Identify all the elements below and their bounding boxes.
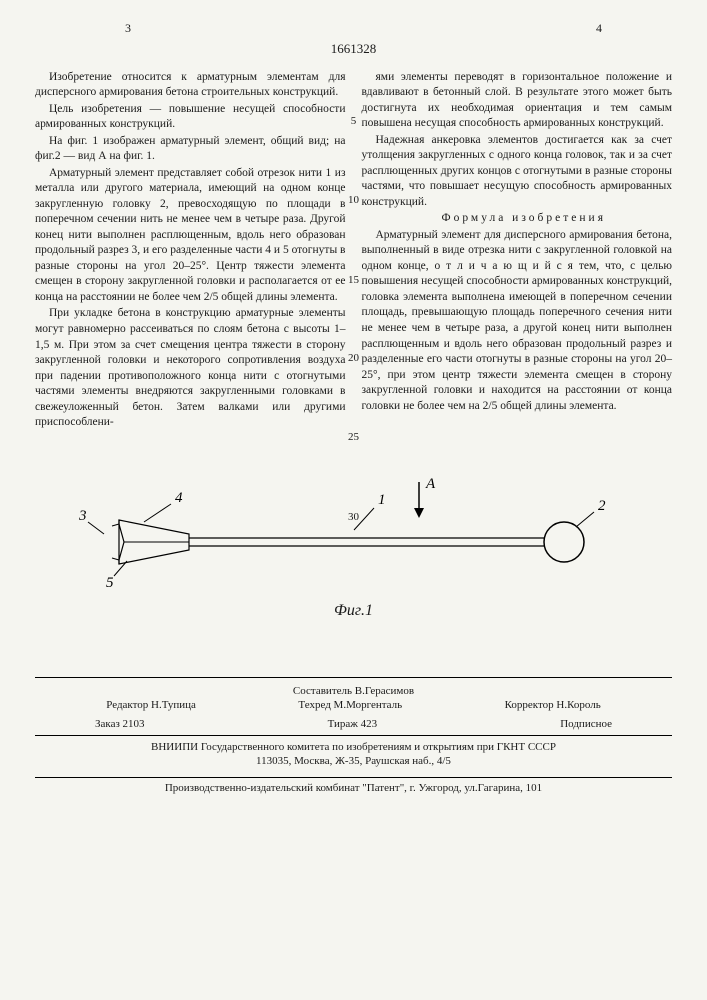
paragraph: Изобретение относится к арматурным элеме… <box>35 70 346 101</box>
line-number: 25 <box>348 430 359 445</box>
fig-label-5: 5 <box>106 575 114 591</box>
page-num-right: 4 <box>596 20 602 36</box>
order-number: Заказ 2103 <box>95 717 145 732</box>
circulation: Тираж 423 <box>328 717 378 732</box>
figure-1: 4 3 5 1 2 А Фиг.1 <box>35 472 672 662</box>
paragraph: При укладке бетона в конструкцию арматур… <box>35 306 346 430</box>
formula-title: Формула изобретения <box>362 211 673 227</box>
printer-line: Производственно-издательский комбинат "П… <box>35 777 672 796</box>
line-number: 15 <box>348 273 359 288</box>
subscription: Подписное <box>560 717 612 732</box>
line-number: 20 <box>348 351 359 366</box>
editor: Редактор Н.Тупица <box>106 698 196 713</box>
figure-svg: 4 3 5 1 2 А <box>74 472 634 592</box>
page-header-numbers: 3 4 <box>35 20 672 36</box>
paragraph: На фиг. 1 изображен арматурный элемент, … <box>35 134 346 165</box>
patent-number: 1661328 <box>35 40 672 58</box>
fig-label-2: 2 <box>598 498 606 514</box>
right-column: ями элементы переводят в горизонтальное … <box>362 70 673 432</box>
page-num-left: 3 <box>125 20 131 36</box>
credits-block: Составитель В.Герасимов Редактор Н.Тупиц… <box>35 684 672 797</box>
fig-label-4: 4 <box>175 490 183 506</box>
org-address: 113035, Москва, Ж-35, Раушская наб., 4/5 <box>35 754 672 769</box>
fig-label-A: А <box>425 476 436 492</box>
line-number: 5 <box>351 114 357 129</box>
line-number: 10 <box>348 193 359 208</box>
paragraph: Цель изобретения — повышение несущей спо… <box>35 102 346 133</box>
fig-label-3: 3 <box>78 508 87 524</box>
order-row: Заказ 2103 Тираж 423 Подписное <box>35 717 672 736</box>
paragraph: ями элементы переводят в горизонтальное … <box>362 70 673 132</box>
paragraph: Арматурный элемент для дисперсного армир… <box>362 228 673 414</box>
divider <box>35 677 672 678</box>
organization: ВНИИПИ Государственного комитета по изоб… <box>35 740 672 754</box>
left-column: Изобретение относится к арматурным элеме… <box>35 70 346 432</box>
compiler: Составитель В.Герасимов <box>35 684 672 699</box>
paragraph: Арматурный элемент представляет собой от… <box>35 166 346 306</box>
corrector: Корректор Н.Король <box>505 698 601 713</box>
credits-row: Редактор Н.Тупица Техред М.Моргенталь Ко… <box>35 698 672 713</box>
patent-page: 3 4 1661328 5 10 15 20 25 30 Изобретение… <box>0 0 707 1000</box>
paragraph: Надежная анкеровка элементов достигается… <box>362 133 673 211</box>
figure-caption: Фиг.1 <box>35 600 672 622</box>
fig-label-1: 1 <box>378 492 386 508</box>
techred: Техред М.Моргенталь <box>298 698 402 713</box>
